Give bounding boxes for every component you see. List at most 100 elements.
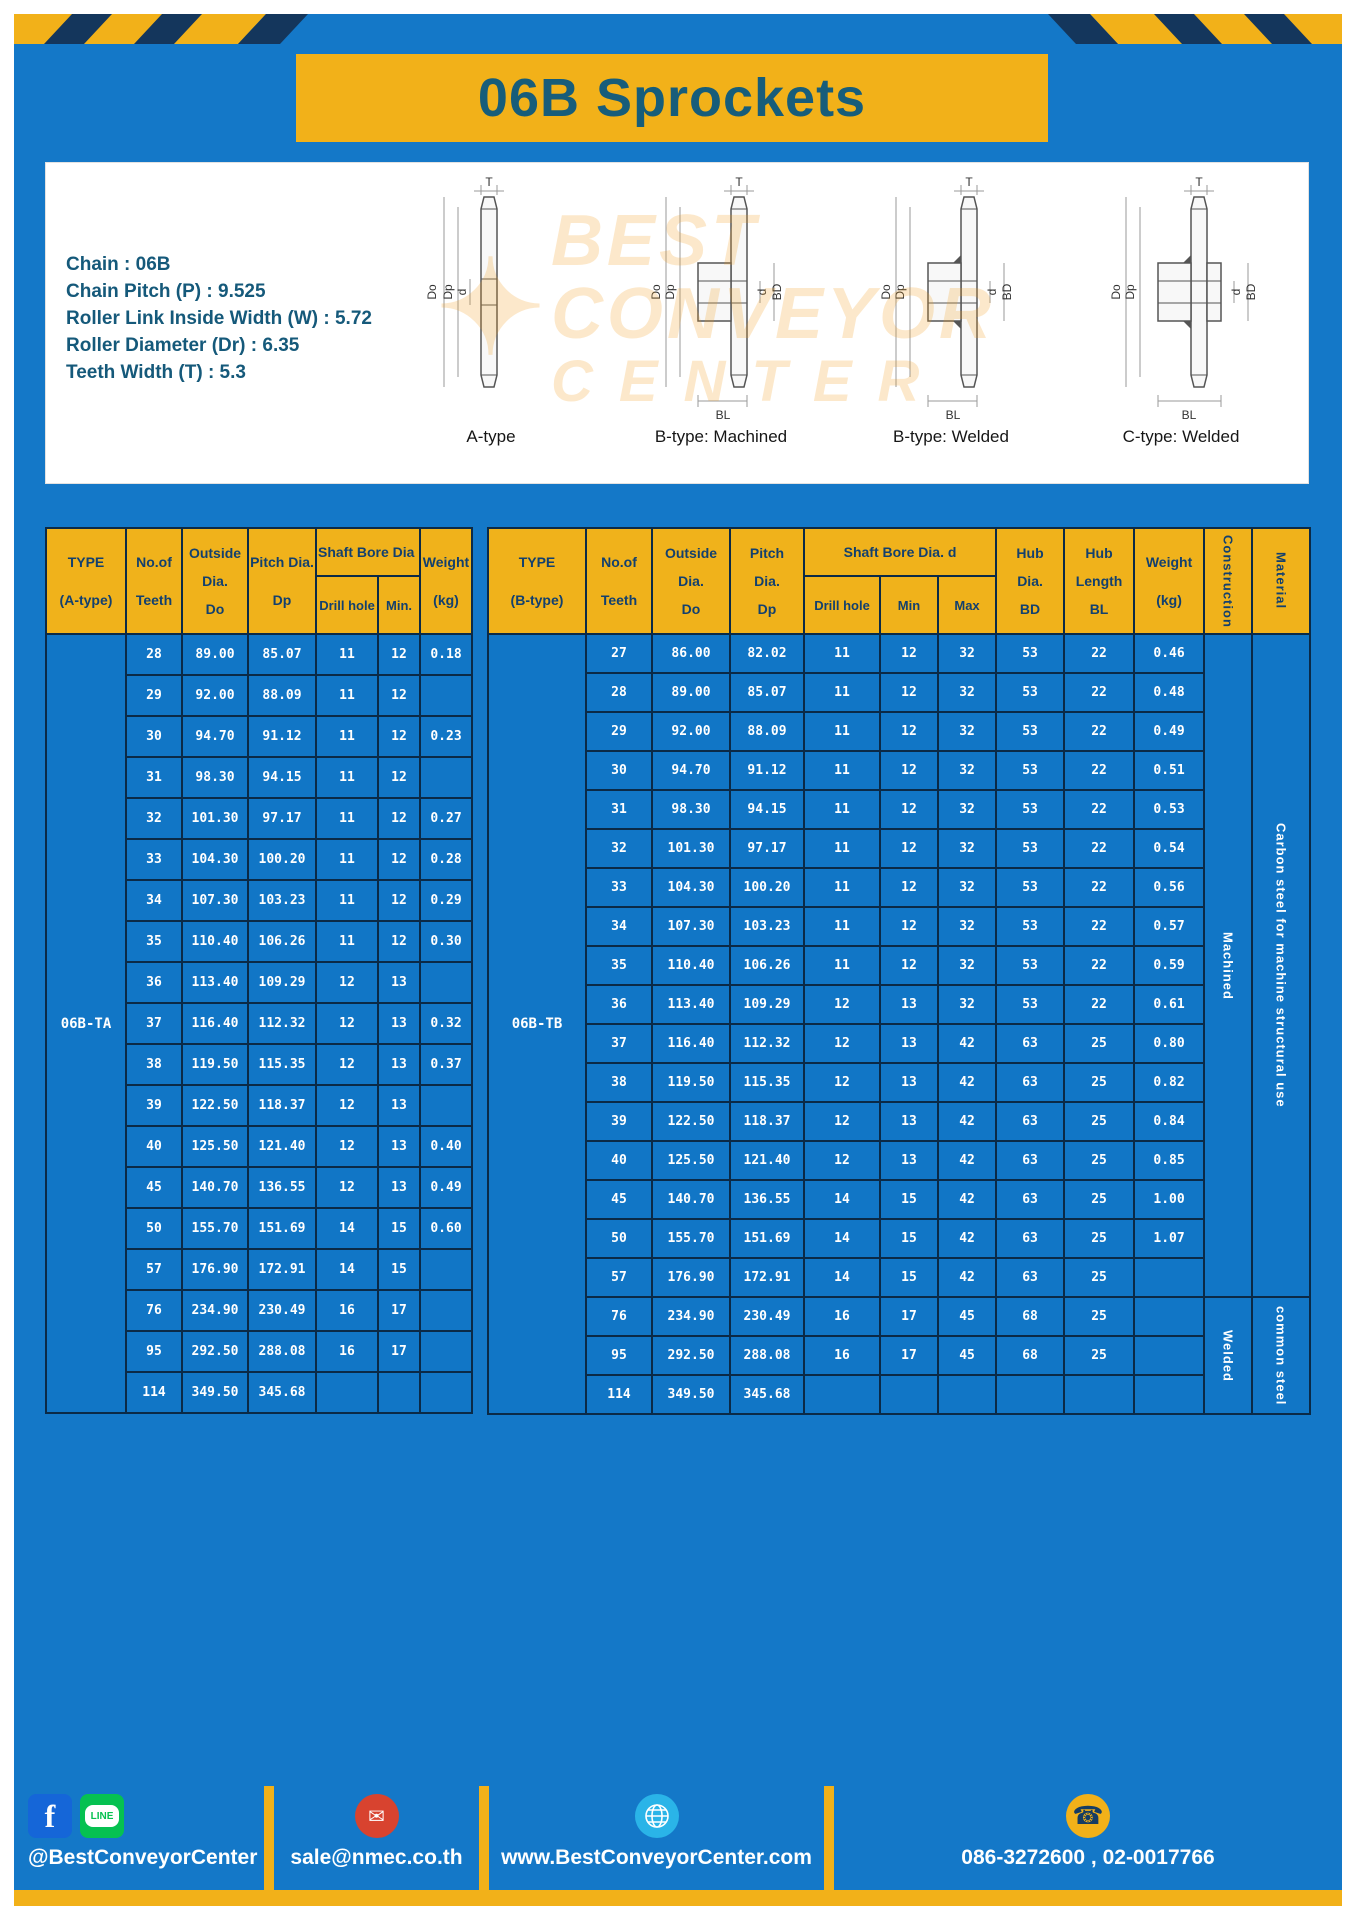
chain-specs: Chain : 06B Chain Pitch (P) : 9.525 Roll… (66, 251, 372, 386)
cell-w: 0.32 (419, 1002, 473, 1045)
sprocket-b-machined-drawing: Do Dp d BD T BL (649, 177, 784, 422)
diagram-caption: A-type (466, 427, 516, 446)
header-line: Weight (422, 554, 470, 571)
dim-label-do: Do (425, 284, 439, 300)
cell-t: 76 (585, 1296, 653, 1337)
cell-dr: 11 (315, 674, 379, 717)
cell-dp: 136.55 (247, 1166, 317, 1209)
cell-dp: 151.69 (247, 1207, 317, 1250)
dim-label-do: Do (879, 284, 893, 300)
dim-label-do: Do (1109, 284, 1123, 300)
col-header-outside-dia: Outside Dia. Do (651, 527, 731, 635)
header-line: Hub (1016, 545, 1044, 561)
cell-dp: 112.32 (247, 1002, 317, 1045)
cell-w: 0.54 (1133, 828, 1206, 869)
cell-w: 0.18 (419, 633, 473, 676)
cell-dr: 11 (803, 945, 881, 986)
cell-do: 101.30 (181, 797, 249, 840)
cell-dp: 115.35 (247, 1043, 317, 1086)
table-row: 29 92.00 88.09 11 12 (46, 674, 473, 717)
cell-t: 57 (125, 1248, 183, 1291)
cell-w (419, 1371, 473, 1414)
cell-t: 36 (125, 961, 183, 1004)
cell-mn (879, 1374, 939, 1415)
cell-mn: 15 (879, 1179, 939, 1220)
dim-label-bd: BD (770, 283, 784, 300)
table-row: 36 113.40 109.29 12 13 32 53 22 0.61 (488, 984, 1310, 1025)
cell-do: 89.00 (181, 633, 249, 676)
table-row: 33 104.30 100.20 11 12 0.28 (46, 838, 473, 881)
cell-dp: 230.49 (729, 1296, 805, 1337)
cell-bl: 22 (1063, 672, 1136, 713)
cell-t: 35 (125, 920, 183, 963)
cell-w: 0.80 (1133, 1023, 1206, 1064)
cell-bl: 25 (1063, 1257, 1136, 1298)
cell-bd: 53 (995, 750, 1066, 791)
cell-w: 0.49 (419, 1166, 473, 1209)
cell-do: 155.70 (181, 1207, 249, 1250)
cell-mx (936, 1374, 998, 1415)
cell-w: 0.84 (1133, 1101, 1206, 1142)
footer: f LINE @BestConveyorCenter ✉ sale@nmec.c… (14, 1786, 1342, 1890)
col-header-min: Min. (377, 575, 421, 635)
cell-do: 113.40 (651, 984, 731, 1025)
diagram-caption: C-type: Welded (1122, 427, 1240, 446)
dim-label-bl: BL (1182, 408, 1197, 422)
cell-bd (995, 1374, 1066, 1415)
cell-dp: 91.12 (247, 715, 317, 758)
cell-dr: 12 (803, 1140, 881, 1181)
col-header-shaft-bore-group: Shaft Bore Dia. d (802, 527, 998, 577)
cell-t: 35 (585, 945, 653, 986)
cell-dr: 12 (315, 1084, 379, 1127)
cell-w (419, 756, 473, 799)
cell-w: 0.46 (1133, 633, 1206, 674)
cell-bd: 63 (995, 1062, 1066, 1103)
cell-dr: 11 (315, 715, 379, 758)
header-line: Teeth (135, 591, 173, 608)
cell-dp: 288.08 (247, 1330, 317, 1373)
cell-mn: 12 (377, 633, 421, 676)
cell-w: 1.07 (1133, 1218, 1206, 1259)
cell-dp: 172.91 (247, 1248, 317, 1291)
cell-mx: 45 (936, 1335, 998, 1376)
footer-email-section: ✉ sale@nmec.co.th (274, 1786, 479, 1890)
cell-dp: 94.15 (247, 756, 317, 799)
cell-dp: 118.37 (247, 1084, 317, 1127)
cell-mn: 13 (879, 1062, 939, 1103)
cell-do: 292.50 (181, 1330, 249, 1373)
header-line: Dp (757, 601, 777, 617)
cell-w (1133, 1257, 1206, 1298)
cell-dr: 11 (315, 756, 379, 799)
type-label: 06B-TA (45, 633, 127, 1414)
cell-dp: 103.23 (247, 879, 317, 922)
cell-mn: 12 (377, 715, 421, 758)
social-icons: f LINE (28, 1794, 124, 1838)
table-row: 31 98.30 94.15 11 12 32 53 22 0.53 (488, 789, 1310, 830)
col-header-material: Material (1251, 527, 1312, 635)
cell-t: 29 (585, 711, 653, 752)
type-label: 06B-TB (487, 633, 587, 1415)
cell-mn: 13 (377, 1002, 421, 1045)
cell-bl (1063, 1374, 1136, 1415)
table-row: 50 155.70 151.69 14 15 0.60 (46, 1207, 473, 1250)
header-line: Outside (664, 545, 718, 561)
cell-do: 94.70 (651, 750, 731, 791)
cell-w: 0.30 (419, 920, 473, 963)
table-row: 37 116.40 112.32 12 13 42 63 25 0.80 (488, 1023, 1310, 1064)
cell-bl: 22 (1063, 633, 1136, 674)
cell-w: 0.40 (419, 1125, 473, 1168)
header-line: Teeth (600, 591, 638, 608)
cell-mn: 12 (377, 838, 421, 881)
cell-mx: 32 (936, 984, 998, 1025)
bottom-accent-bar (14, 1890, 1342, 1906)
cell-do: 176.90 (181, 1248, 249, 1291)
col-header-weight: Weight (kg) (1133, 527, 1206, 635)
cell-dr: 11 (803, 672, 881, 713)
cell-dr: 12 (315, 961, 379, 1004)
cell-dr: 12 (315, 1002, 379, 1045)
cell-mn: 12 (879, 672, 939, 713)
cell-mx: 32 (936, 633, 998, 674)
cell-w (419, 1330, 473, 1373)
cell-t: 29 (125, 674, 183, 717)
